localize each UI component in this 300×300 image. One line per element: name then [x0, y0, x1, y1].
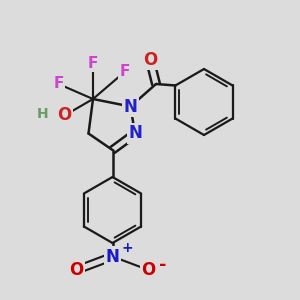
Text: O: O: [69, 261, 84, 279]
Text: O: O: [141, 261, 156, 279]
Text: F: F: [88, 56, 98, 70]
Text: N: N: [128, 124, 142, 142]
Text: O: O: [143, 51, 157, 69]
Text: F: F: [53, 76, 64, 92]
Text: F: F: [119, 64, 130, 80]
Text: N: N: [106, 248, 119, 266]
Text: N: N: [124, 98, 137, 116]
Text: H: H: [37, 107, 48, 121]
Text: +: +: [122, 241, 133, 255]
Text: -: -: [159, 256, 167, 274]
Text: O: O: [57, 106, 72, 124]
